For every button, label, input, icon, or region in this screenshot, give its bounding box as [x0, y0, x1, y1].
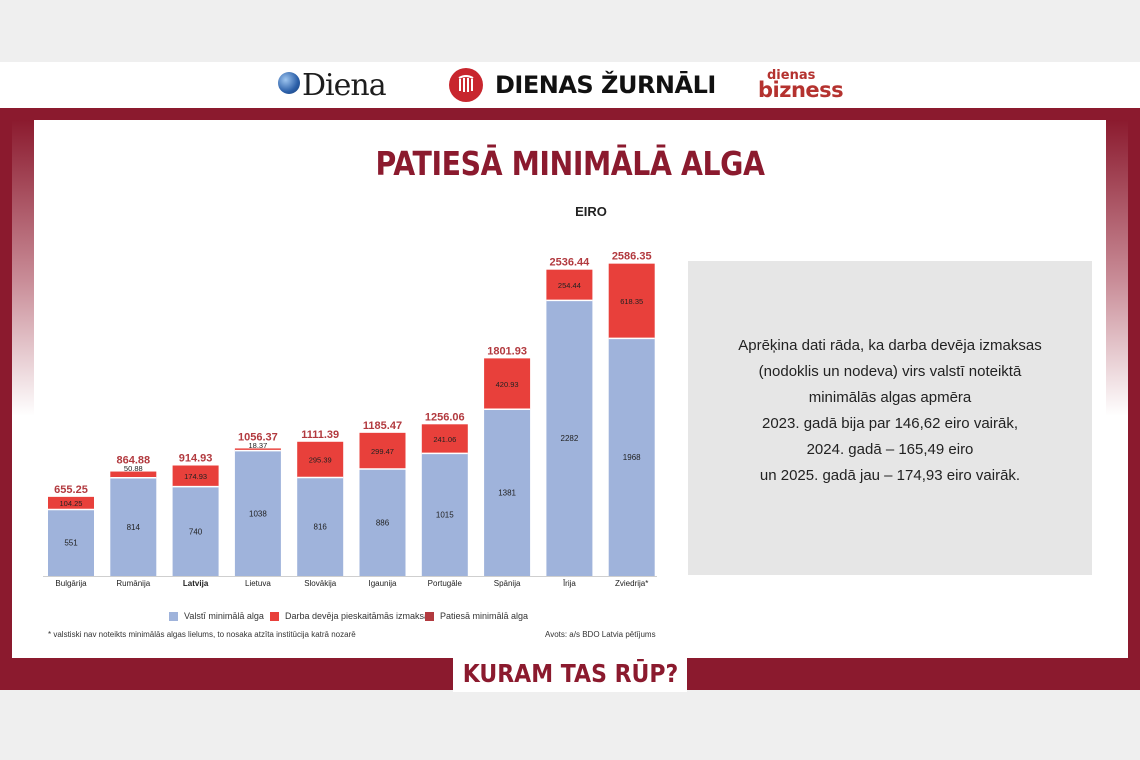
bar-base	[608, 338, 655, 576]
footer-title: KURAM TAS RŪP?	[462, 658, 678, 688]
bottom-margin	[0, 690, 1140, 760]
bar-employer	[484, 358, 531, 410]
bar-base	[484, 409, 531, 576]
bar-base-value: 2282	[561, 434, 579, 443]
bar-total-value: 2536.44	[550, 257, 591, 269]
bar-employer-value: 295.39	[309, 456, 332, 465]
bar-base-value: 1968	[623, 453, 641, 462]
x-tick-label: Latvija	[183, 579, 209, 588]
legend-swatch-employer	[270, 611, 279, 621]
bar-employer-value: 104.25	[60, 499, 83, 508]
dienas-zurnali-logo-text: DIENAS ŽURNĀLI	[495, 71, 716, 99]
bar-employer-value: 254.44	[558, 281, 581, 290]
bar-employer-value: 174.93	[184, 472, 207, 481]
infographic-title: PATIESĀ MINIMĀLĀ ALGA	[375, 144, 765, 183]
bar-base	[297, 477, 344, 576]
bar-base	[172, 486, 219, 576]
bar-base	[110, 477, 157, 576]
bar-employer-value: 618.35	[620, 297, 643, 306]
bar-total-value: 1801.93	[487, 345, 527, 357]
bar-employer-value: 18.37	[249, 441, 268, 450]
info-line: 2024. gadā – 165,49 eiro	[806, 441, 974, 458]
bar-total-value: 1256.06	[425, 411, 465, 423]
bar-base	[234, 450, 281, 576]
bar-base	[546, 300, 593, 576]
x-tick-label: Lietuva	[245, 579, 271, 588]
legend-item-employer: Darba devēja pieskaitāmās izmaksas	[270, 611, 434, 621]
bar-base-value: 551	[64, 539, 78, 548]
bar-total-value: 864.88	[116, 455, 150, 467]
logo-bar: Diena DIENAS ŽURNĀLI dienas bizness	[0, 62, 1140, 108]
footer-tab: KURAM TAS RŪP?	[453, 654, 687, 692]
bar-employer-value: 241.06	[433, 435, 456, 444]
bar-employer	[546, 269, 593, 301]
bar-employer	[48, 496, 94, 510]
legend-item-base: Valstī minimālā alga	[169, 611, 264, 621]
bar-total-value: 1056.37	[238, 431, 278, 443]
bar-base-value: 814	[127, 523, 141, 532]
info-line: un 2025. gadā jau – 174,93 eiro vairāk.	[759, 467, 1021, 484]
x-tick-label: Bulgārija	[55, 579, 87, 588]
bar-base-value: 1015	[436, 511, 454, 520]
legend-label-total: Patiesā minimālā alga	[440, 611, 529, 621]
legend-item-total: Patiesā minimālā alga	[425, 611, 528, 621]
right-decor-gradient	[1106, 120, 1128, 658]
x-tick-label: Portugāle	[428, 579, 463, 588]
bar-base-value: 740	[189, 527, 203, 536]
bar-employer-value: 50.88	[124, 464, 143, 473]
left-decor-gradient	[12, 120, 34, 658]
info-box: Aprēķina dati rāda, ka darba devēja izma…	[688, 261, 1092, 575]
dienas-zurnali-logo[interactable]: DIENAS ŽURNĀLI	[449, 62, 716, 108]
legend-label-employer: Darba devēja pieskaitāmās izmaksas	[285, 611, 434, 621]
top-margin	[0, 0, 1140, 62]
bizness-logo-big-text: bizness	[758, 78, 844, 102]
bar-employer	[359, 432, 406, 469]
x-tick-label: Spānija	[494, 579, 521, 588]
zurnali-badge-icon	[449, 68, 483, 102]
bar-base-value: 886	[376, 518, 390, 527]
info-line: (nodoklis un nodeva) virs valstī noteikt…	[758, 363, 1022, 380]
bar-base-value: 816	[314, 523, 328, 532]
bar-employer-value: 299.47	[371, 447, 394, 456]
x-tick-label: Slovākija	[304, 579, 337, 588]
unit-label: EIRO	[575, 204, 607, 219]
x-tick-label: Igaunija	[368, 579, 397, 588]
bizness-logo-small-text: dienas	[767, 68, 816, 83]
x-tick-label: Īrija	[563, 579, 576, 588]
bar-base	[48, 509, 94, 576]
bar-employer	[234, 448, 281, 451]
bar-total-value: 1185.47	[363, 420, 402, 432]
bar-employer	[297, 441, 344, 478]
footnote: * valstiski nav noteikts minimālās algas…	[48, 630, 356, 639]
globe-icon	[278, 72, 300, 94]
diena-logo-text: Diena	[302, 67, 387, 103]
info-text: Aprēķina dati rāda, ka darba devēja izma…	[725, 333, 1055, 489]
source-note: Avots: a/s BDO Latvia pētījums	[545, 630, 656, 639]
bar-employer	[110, 471, 157, 478]
bar-base-value: 1381	[498, 489, 516, 498]
legend-label-base: Valstī minimālā alga	[184, 611, 264, 621]
bar-base	[421, 453, 468, 576]
info-line: minimālās algas apmēra	[808, 389, 972, 406]
bar-total-value: 2586.35	[612, 251, 652, 263]
dienas-bizness-logo[interactable]: dienas bizness	[758, 62, 844, 108]
x-tick-label: Rumānija	[116, 579, 150, 588]
x-tick-label: Zviedrija*	[615, 579, 648, 588]
diena-logo[interactable]: Diena	[278, 62, 387, 108]
bar-employer	[172, 465, 219, 487]
info-line: 2023. gadā bija par 146,62 eiro vairāk,	[761, 415, 1018, 432]
bar-employer	[421, 424, 468, 454]
bar-total-value: 914.93	[179, 453, 213, 465]
legend-swatch-base	[169, 611, 178, 621]
bar-total-value: 655.25	[54, 484, 88, 496]
info-line: Aprēķina dati rāda, ka darba devēja izma…	[738, 337, 1042, 354]
bar-total-value: 1111.39	[301, 429, 339, 441]
bar-base-value: 1038	[249, 509, 267, 518]
legend-swatch-total	[425, 611, 434, 621]
bar-employer	[608, 263, 655, 339]
bar-base	[359, 468, 406, 576]
bar-employer-value: 420.93	[496, 380, 519, 389]
